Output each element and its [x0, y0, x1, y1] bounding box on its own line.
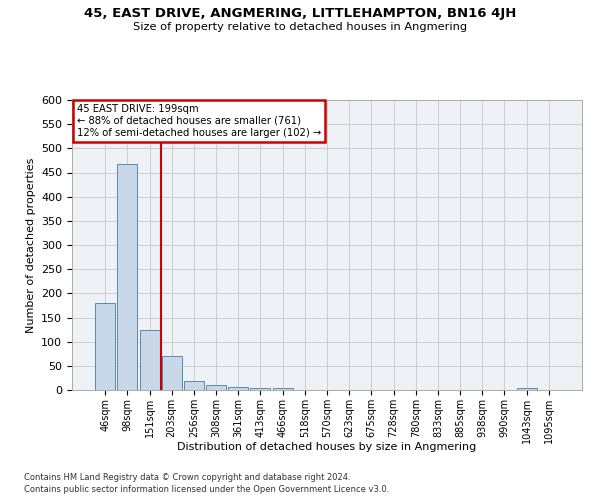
Text: Distribution of detached houses by size in Angmering: Distribution of detached houses by size …: [178, 442, 476, 452]
Bar: [162, 356, 182, 390]
Text: 45 EAST DRIVE: 199sqm
← 88% of detached houses are smaller (761)
12% of semi-det: 45 EAST DRIVE: 199sqm ← 88% of detached …: [77, 104, 322, 138]
Text: Contains public sector information licensed under the Open Government Licence v3: Contains public sector information licen…: [24, 485, 389, 494]
Y-axis label: Number of detached properties: Number of detached properties: [26, 158, 35, 332]
Bar: [517, 388, 536, 390]
Bar: [206, 385, 226, 390]
Bar: [272, 388, 293, 390]
Bar: [140, 330, 160, 390]
Bar: [228, 387, 248, 390]
Bar: [184, 382, 204, 390]
Bar: [118, 164, 137, 390]
Bar: [250, 388, 271, 390]
Text: 45, EAST DRIVE, ANGMERING, LITTLEHAMPTON, BN16 4JH: 45, EAST DRIVE, ANGMERING, LITTLEHAMPTON…: [84, 8, 516, 20]
Bar: [95, 303, 115, 390]
Text: Contains HM Land Registry data © Crown copyright and database right 2024.: Contains HM Land Registry data © Crown c…: [24, 472, 350, 482]
Text: Size of property relative to detached houses in Angmering: Size of property relative to detached ho…: [133, 22, 467, 32]
